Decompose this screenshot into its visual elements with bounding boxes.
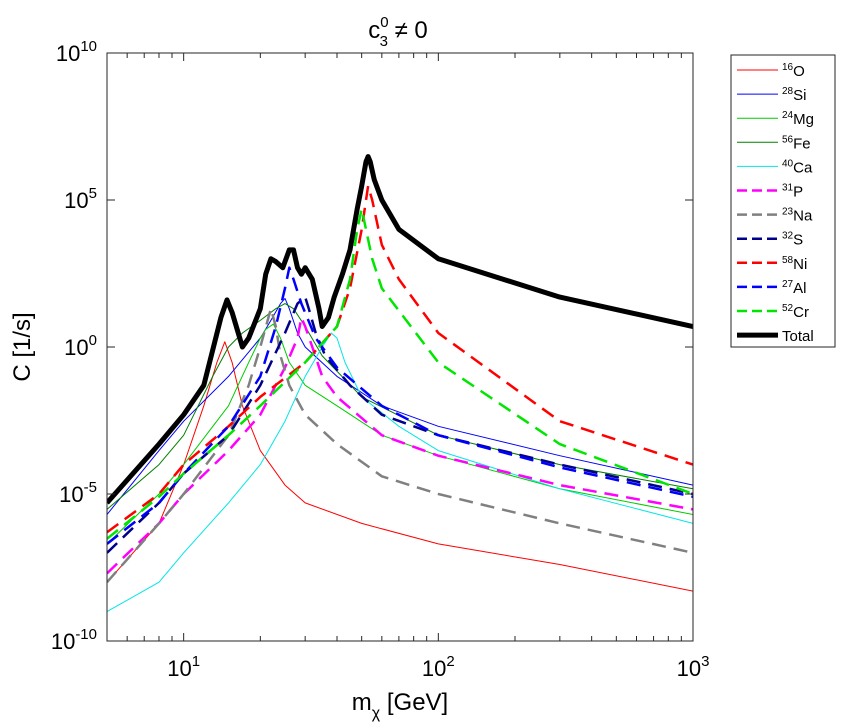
legend-item-p: 31P <box>737 183 803 201</box>
legend-item-al: 27Al <box>737 279 806 297</box>
x-tick-label: 103 <box>677 653 710 681</box>
y-tick-label: 100 <box>64 332 97 360</box>
chart-title-rest: ≠ 0 <box>388 17 428 44</box>
x-tick-label: 102 <box>422 653 455 681</box>
y-axis-ticks: 10-10 10-5 100 105 1010 <box>51 38 693 654</box>
chart-title: c0 3 ≠ 0 <box>368 14 428 50</box>
legend-label: 23Na <box>782 207 813 225</box>
legend-label: 28Si <box>782 86 806 104</box>
legend-item-na: 23Na <box>737 207 813 225</box>
x-axis-ticks: 101 102 103 <box>106 53 710 681</box>
legend-item-s: 32S <box>737 231 803 249</box>
series-line-cr <box>107 207 693 540</box>
legend-label: 58Ni <box>782 255 807 273</box>
y-tick-label: 10-10 <box>51 626 97 654</box>
chart-title-sub: 3 <box>380 33 388 50</box>
y-tick-label: 10-5 <box>59 479 97 507</box>
series-line-total <box>107 154 693 505</box>
y-tick-label: 1010 <box>56 38 97 66</box>
x-axis-label: mχ [GeV] <box>352 689 448 722</box>
series-line-si <box>107 297 693 515</box>
legend-label: 24Mg <box>782 110 814 128</box>
series-line-mg <box>107 323 693 545</box>
legend-item-mg: 24Mg <box>737 110 814 128</box>
y-axis-label: C [1/s] <box>9 312 36 381</box>
series-layer <box>107 154 693 613</box>
legend-item-si: 28Si <box>737 86 806 104</box>
series-line-s <box>107 295 693 554</box>
legend: 16O 28Si 24Mg 56Fe 40Ca 31P 23Na 32S 58Ni 27Al 52C… <box>730 54 836 348</box>
x-axis-label-rest: [GeV] <box>380 689 448 716</box>
legend-item-cr: 52Cr <box>737 303 809 321</box>
series-line-ca <box>107 332 693 613</box>
legend-label: 52Cr <box>782 303 809 321</box>
legend-label: 32S <box>782 231 803 249</box>
x-tick-label: 101 <box>167 653 200 681</box>
legend-label: 27Al <box>782 279 806 297</box>
legend-item-ni: 58Ni <box>737 255 807 273</box>
chart-title-sup: 0 <box>380 14 388 31</box>
legend-label: 56Fe <box>782 134 811 152</box>
series-line-na <box>107 307 693 584</box>
legend-label: 40Ca <box>782 158 813 176</box>
chart-title-base: c <box>368 17 380 44</box>
x-axis-label-base: m <box>352 689 372 716</box>
legend-label: Total <box>782 328 814 345</box>
legend-label: 31P <box>782 183 803 201</box>
legend-item-o: 16O <box>737 62 805 80</box>
plot-area-frame <box>106 52 694 642</box>
y-tick-label: 105 <box>64 185 97 213</box>
series-line-al <box>107 266 693 545</box>
x-axis-label-sub: χ <box>372 705 381 722</box>
legend-box <box>730 54 836 348</box>
series-line-o <box>107 341 693 592</box>
legend-label: 16O <box>782 62 805 80</box>
legend-item-total: Total <box>737 328 814 345</box>
legend-item-ca: 40Ca <box>737 158 813 176</box>
series-line-p <box>107 316 693 575</box>
legend-item-fe: 56Fe <box>737 134 811 152</box>
series-line-ni <box>107 184 693 534</box>
